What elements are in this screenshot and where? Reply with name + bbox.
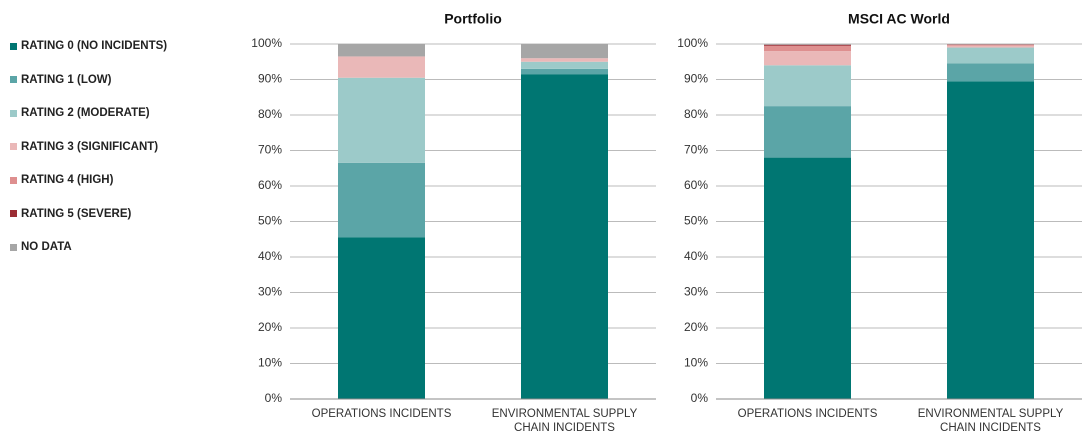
legend-swatch: [10, 210, 17, 217]
x-tick-label: ENVIRONMENTAL SUPPLY CHAIN INCIDENTS: [491, 408, 638, 434]
x-tick-label: OPERATIONS INCIDENTS: [311, 408, 452, 420]
y-tick-label: 70%: [258, 143, 282, 157]
bar-segment: [338, 162, 425, 238]
legend-item: RATING 5 (SEVERE): [10, 208, 131, 220]
y-tick-label: 10%: [684, 356, 708, 370]
bar-segment: [521, 44, 608, 59]
y-tick-label: 80%: [684, 107, 708, 121]
bar-segment: [764, 106, 851, 158]
y-tick-label: 60%: [684, 178, 708, 192]
legend-swatch: [10, 243, 17, 251]
x-tick-label: OPERATIONS INCIDENTS: [737, 408, 878, 420]
y-tick-label: 60%: [258, 178, 282, 192]
bar-segment: [521, 58, 608, 62]
chart-title: MSCI AC World: [848, 11, 950, 27]
y-tick-label: 70%: [684, 143, 708, 157]
y-tick-label: 50%: [258, 214, 282, 228]
bar-segment: [947, 81, 1034, 400]
y-tick-label: 0%: [265, 391, 283, 405]
bar-segment: [338, 56, 425, 78]
legend-swatch: [10, 76, 17, 83]
bar-segment: [764, 44, 851, 45]
bar-segment: [338, 44, 425, 57]
y-tick-label: 0%: [691, 391, 709, 405]
y-tick-label: 100%: [251, 36, 282, 50]
legend-label: RATING 2 (MODERATE): [21, 107, 150, 119]
bar-segment: [338, 237, 425, 399]
legend-label: RATING 1 (LOW): [21, 73, 112, 86]
y-tick-label: 40%: [684, 249, 708, 263]
y-tick-label: 100%: [677, 36, 708, 50]
y-tick-label: 90%: [684, 72, 708, 86]
y-tick-label: 90%: [258, 72, 282, 86]
bar-segment: [521, 74, 608, 400]
legend-item: RATING 0 (NO INCIDENTS): [10, 40, 167, 52]
legend-label: RATING 5 (SEVERE): [21, 207, 132, 220]
chart-title: Portfolio: [444, 11, 502, 27]
x-tick-label: ENVIRONMENTAL SUPPLY CHAIN INCIDENTS: [917, 408, 1064, 434]
bar-segment: [947, 44, 1034, 46]
legend-item: RATING 2 (MODERATE): [10, 107, 150, 119]
legend-item: RATING 1 (LOW): [10, 74, 112, 86]
y-tick-label: 50%: [684, 214, 708, 228]
y-tick-label: 40%: [258, 249, 282, 263]
bar-segment: [947, 63, 1034, 82]
legend-swatch: [10, 143, 17, 150]
bar-segment: [338, 77, 425, 163]
bar-segment: [764, 157, 851, 399]
y-tick-label: 10%: [258, 356, 282, 370]
bar-segment: [764, 44, 851, 46]
y-tick-label: 20%: [258, 320, 282, 334]
legend-label: RATING 0 (NO INCIDENTS): [21, 40, 168, 52]
bar-segment: [764, 45, 851, 52]
legend-label: RATING 4 (HIGH): [21, 174, 114, 186]
legend-label: NO DATA: [21, 241, 72, 253]
bar-segment: [521, 68, 608, 75]
legend-label: RATING 3 (SIGNIFICANT): [21, 140, 159, 153]
legend-item: NO DATA: [10, 241, 72, 253]
legend-swatch: [10, 109, 17, 117]
legend-swatch: [10, 42, 17, 50]
bar-segment: [947, 47, 1034, 64]
y-tick-label: 80%: [258, 107, 282, 121]
bar-segment: [764, 51, 851, 66]
legend-item: RATING 4 (HIGH): [10, 174, 113, 186]
legend-item: RATING 3 (SIGNIFICANT): [10, 141, 158, 153]
y-tick-label: 30%: [684, 285, 708, 299]
y-tick-label: 20%: [684, 320, 708, 334]
legend-swatch: [10, 176, 17, 184]
bar-segment: [521, 61, 608, 69]
bar-segment: [764, 65, 851, 107]
y-tick-label: 30%: [258, 285, 282, 299]
bar-segment: [947, 45, 1034, 48]
